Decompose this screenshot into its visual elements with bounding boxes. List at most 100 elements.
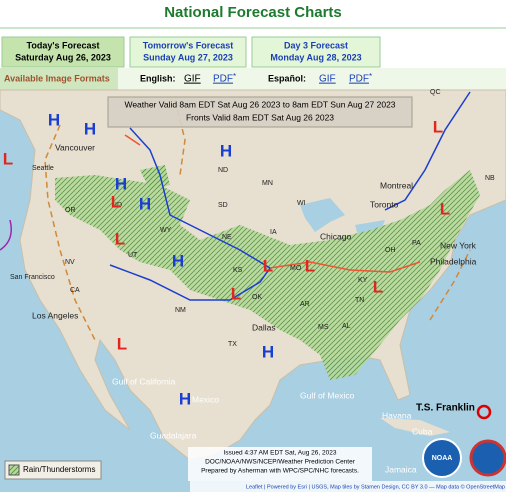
map-label: Gulf of Mexico	[300, 390, 355, 400]
map	[0, 89, 506, 492]
credit-line: Issued 4:37 AM EDT Sat, Aug 26, 2023	[224, 450, 337, 457]
map-label: WI	[297, 200, 306, 207]
cuba	[380, 418, 450, 436]
map-label: WY	[160, 227, 172, 234]
front	[384, 91, 471, 211]
valid-text: Weather Valid 8am EDT Sat Aug 26 2023 to…	[124, 99, 395, 109]
map-label: KY	[358, 277, 368, 284]
legend-swatch	[8, 464, 20, 476]
attribution: Leaflet | Powered by Esri | USGS, Map ti…	[246, 483, 505, 490]
tab-title[interactable]: Day 3 Forecast	[284, 40, 348, 50]
credit-line: DOC/NOAA/NWS/NCEP/Weather Prediction Cen…	[205, 459, 356, 466]
pressure-center: L	[373, 277, 383, 296]
map-label: AR	[300, 301, 310, 308]
map-label: MS	[318, 324, 329, 331]
tab-date[interactable]: Monday Aug 28, 2023	[270, 52, 361, 62]
pressure-center: L	[111, 192, 121, 211]
gif-link[interactable]: GIF	[319, 74, 336, 85]
map-label: ND	[218, 167, 228, 174]
storm-label: T.S. Franklin	[416, 403, 475, 414]
pressure-center: L	[305, 256, 315, 275]
page-title: National Forecast Charts	[164, 4, 342, 21]
map-label: NE	[222, 234, 232, 241]
pressure-center: H	[48, 110, 60, 129]
map-label: Gulf of California	[112, 376, 176, 386]
credit-line: Prepared by Asherman with WPC/SPC/NHC fo…	[201, 468, 359, 475]
map-label: Philadelphia	[430, 256, 477, 266]
pressure-center: H	[139, 194, 151, 213]
format-lang: English:	[140, 73, 176, 83]
fronts-text: Fronts Valid 8am EDT Sat Aug 26 2023	[186, 112, 334, 122]
map-label: QC	[430, 89, 441, 96]
front	[129, 127, 171, 216]
map-label: UT	[128, 252, 138, 259]
pressure-center: L	[115, 229, 125, 248]
front	[109, 264, 271, 301]
storm-icon	[476, 404, 492, 420]
rain-area	[55, 170, 480, 380]
map-label: OH	[385, 247, 396, 254]
map-label: KS	[233, 267, 243, 274]
front	[169, 214, 271, 269]
map-label: New York	[440, 240, 477, 250]
map-label: Dallas	[252, 322, 276, 332]
pressure-center: H	[220, 141, 232, 160]
legend-label: Rain/Thunderstorms	[23, 465, 95, 474]
pressure-center: L	[117, 334, 127, 353]
front	[429, 249, 471, 321]
noaa-logo	[422, 438, 462, 478]
pressure-center: L	[433, 117, 443, 136]
front	[124, 134, 141, 146]
pressure-center: L	[440, 199, 450, 218]
pdf-note: *	[369, 72, 372, 81]
map-label: TX	[228, 341, 237, 348]
front	[44, 124, 96, 341]
tab-date[interactable]: Saturday Aug 26, 2023	[15, 52, 111, 62]
map-label: Havana	[382, 410, 412, 420]
map-label: Montreal	[380, 180, 413, 190]
map-label: NM	[175, 307, 186, 314]
pressure-center: L	[231, 284, 241, 303]
formats-bar	[0, 68, 506, 90]
map-label: MO	[290, 265, 302, 272]
pressure-center: H	[179, 389, 191, 408]
lakes	[300, 198, 385, 235]
map-label: NV	[65, 259, 75, 266]
pdf-link[interactable]: PDF	[349, 74, 369, 85]
credits-box	[188, 447, 372, 481]
map-label: AL	[342, 323, 351, 330]
pressure-center: L	[3, 149, 13, 168]
map-label: Seattle	[32, 165, 54, 172]
map-label: Mexico	[192, 394, 219, 404]
map-label: Cuba	[412, 426, 433, 436]
tab-title[interactable]: Today's Forecast	[27, 40, 100, 50]
map-label: TN	[355, 297, 364, 304]
front	[269, 261, 421, 273]
map-label: MN	[262, 180, 273, 187]
valid-box	[107, 96, 413, 128]
tab[interactable]	[129, 36, 247, 68]
map-label: IA	[270, 229, 277, 236]
tab[interactable]	[1, 36, 125, 68]
map-label: San Francisco	[10, 274, 55, 281]
tab-date[interactable]: Sunday Aug 27, 2023	[143, 52, 233, 62]
tab[interactable]	[251, 36, 381, 68]
noaa-text: NOAA	[432, 455, 453, 462]
front	[0, 219, 12, 251]
pressure-center: H	[172, 251, 184, 270]
format-lang: Español:	[268, 73, 306, 83]
map-label: Jamaica	[385, 464, 417, 474]
pressure-center: H	[84, 119, 96, 138]
gif-link[interactable]: GIF	[184, 74, 201, 85]
formats-label: Available Image Formats	[4, 73, 110, 83]
map-label: PA	[412, 240, 421, 247]
pressure-center: L	[263, 256, 273, 275]
map-label: NB	[485, 175, 495, 182]
attribution-bg	[190, 481, 506, 492]
map-label: Vancouver	[55, 142, 95, 152]
tab-title[interactable]: Tomorrow's Forecast	[143, 40, 234, 50]
map-label: CA	[70, 287, 80, 294]
map-label: Toronto	[370, 199, 399, 209]
pressure-center: H	[115, 174, 127, 193]
pdf-link[interactable]: PDF	[213, 74, 233, 85]
